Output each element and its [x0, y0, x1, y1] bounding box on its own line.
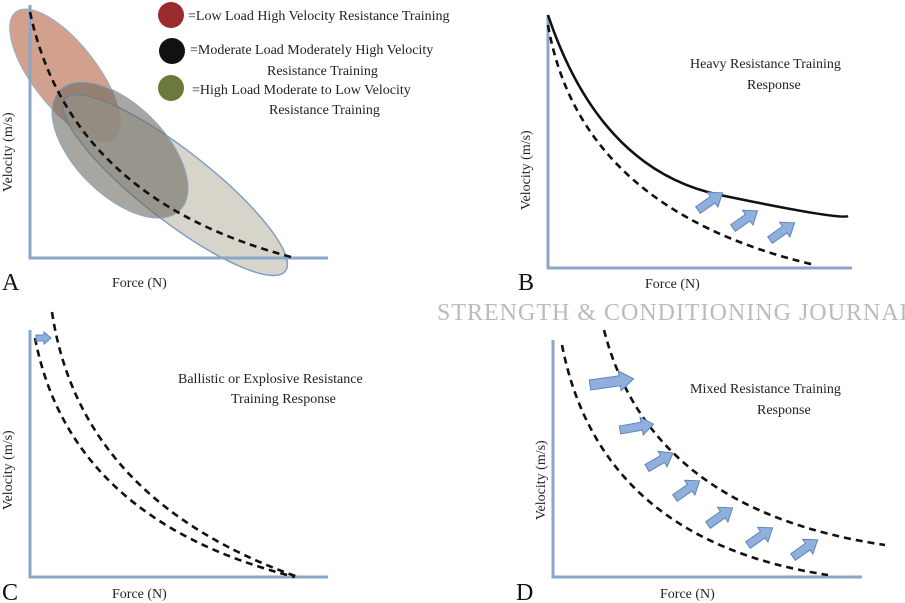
panel-title: Mixed Resistance Training — [690, 382, 841, 397]
legend-label: Resistance Training — [267, 64, 378, 79]
arrow-icon — [588, 370, 635, 392]
legend-swatch-red — [158, 2, 184, 28]
legend-label: =Moderate Load Moderately High Velocity — [190, 43, 433, 58]
arrow-icon — [35, 330, 52, 346]
legend-label: =Low Load High Velocity Resistance Train… — [188, 9, 450, 24]
panel-b: Velocity (m/s) Force (N) B Heavy Resista… — [518, 14, 852, 296]
ellipse-moderate-load — [51, 81, 189, 219]
legend-swatch-green — [158, 75, 184, 101]
panel-title: Response — [747, 78, 801, 93]
y-axis-label: Velocity (m/s) — [1, 112, 16, 192]
panel-title: Response — [757, 403, 811, 418]
trained-curve — [602, 329, 886, 547]
x-axis-label: Force (N) — [660, 587, 715, 602]
baseline-curve — [33, 337, 296, 579]
panel-letter: A — [2, 270, 20, 296]
y-axis — [551, 340, 862, 579]
x-axis-label: Force (N) — [112, 276, 167, 291]
watermark: STRENGTH & CONDITIONING JOURNAL — [437, 300, 905, 326]
x-axis-label: Force (N) — [112, 587, 167, 602]
panel-title: Training Response — [231, 392, 336, 407]
arrow-icon — [672, 479, 701, 502]
panel-title: Heavy Resistance Training — [690, 57, 841, 72]
y-axis — [546, 15, 852, 270]
arrow-icon — [767, 221, 796, 244]
panel-letter: B — [518, 270, 534, 296]
arrow-icon — [695, 191, 724, 214]
panel-a: Velocity (m/s) Force (N) A =Low Load Hig… — [1, 2, 450, 296]
legend-label: =High Load Moderate to Low Velocity — [192, 83, 411, 98]
arrow-icon — [790, 538, 819, 561]
legend-swatch-black — [159, 38, 185, 64]
y-axis-label: Velocity (m/s) — [534, 440, 549, 520]
force-velocity-curve — [28, 11, 296, 260]
arrow-icon — [644, 450, 674, 473]
arrow-icon — [745, 526, 774, 549]
y-axis — [28, 330, 328, 579]
trained-curve — [50, 311, 299, 579]
arrow-icon — [730, 209, 759, 232]
panel-letter: D — [516, 580, 533, 603]
y-axis — [28, 5, 328, 260]
x-axis-label: Force (N) — [645, 277, 700, 292]
baseline-curve — [546, 24, 816, 267]
y-axis-label: Velocity (m/s) — [519, 130, 534, 210]
panel-d: Velocity (m/s) Force (N) D Mixed Resista… — [516, 329, 886, 603]
panel-title: Ballistic or Explosive Resistance — [178, 372, 363, 387]
panel-c: Velocity (m/s) Force (N) C Ballistic or … — [1, 311, 363, 603]
arrow-icon — [618, 416, 655, 437]
y-axis-label: Velocity (m/s) — [1, 430, 16, 510]
trained-curve — [546, 14, 849, 218]
legend-label: Resistance Training — [269, 103, 380, 118]
baseline-curve — [560, 344, 829, 577]
arrow-icon — [705, 506, 734, 529]
panel-letter: C — [2, 580, 18, 603]
